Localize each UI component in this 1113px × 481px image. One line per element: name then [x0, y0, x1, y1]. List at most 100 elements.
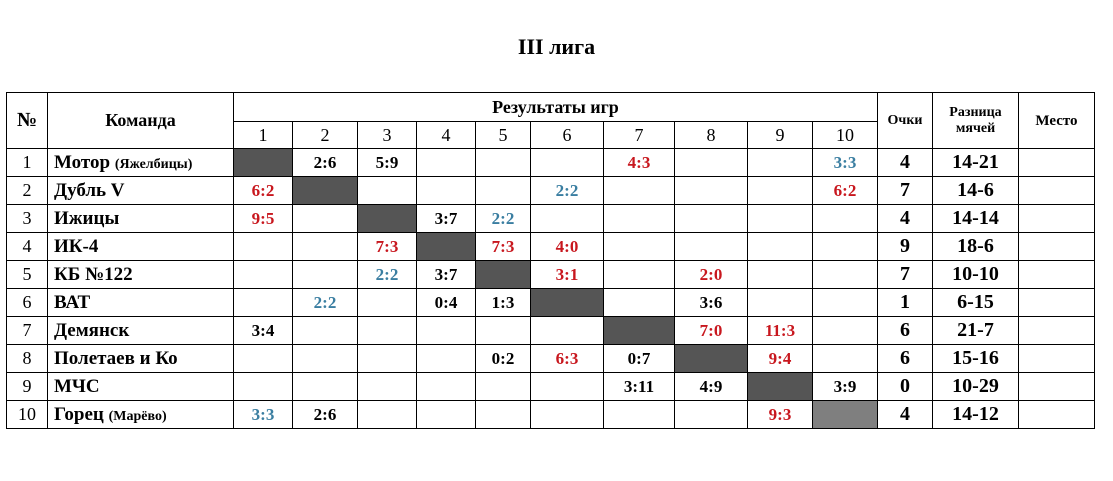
header-col-3: 3: [357, 121, 417, 149]
result-cell: [292, 204, 358, 233]
result-cell: 3:3: [812, 148, 878, 177]
table-row: 6 ВАТ 2:2 0:4 1:3 3:6 1 6-15: [6, 288, 1095, 317]
result-cell: [475, 176, 531, 205]
result-cell: [812, 232, 878, 261]
result-cell: [475, 316, 531, 345]
result-cell: 0:2: [475, 344, 531, 373]
header-col-5: 5: [475, 121, 531, 149]
result-cell: [233, 344, 293, 373]
result-cell: [475, 148, 531, 177]
result-cell: [292, 344, 358, 373]
result-cell: 2:0: [674, 260, 748, 289]
result-cell: [530, 148, 604, 177]
team-note: (Марёво): [108, 408, 167, 424]
row-number: 10: [6, 400, 48, 429]
result-cell: [603, 288, 675, 317]
result-cell: [475, 400, 531, 429]
header-col-4: 4: [416, 121, 476, 149]
table-row: 4 ИК-4 7:3 7:3 4:0 9 18-6: [6, 232, 1095, 261]
diagonal-cell: [233, 148, 293, 177]
row-number: 8: [6, 344, 48, 373]
result-cell: [747, 232, 813, 261]
place-cell: [1018, 176, 1095, 205]
points-cell: 6: [877, 316, 933, 345]
result-cell: [416, 316, 476, 345]
result-cell: [674, 176, 748, 205]
goal-diff-cell: 14-14: [932, 204, 1019, 233]
header-col-8: 8: [674, 121, 748, 149]
row-number: 1: [6, 148, 48, 177]
result-cell: [674, 148, 748, 177]
table-row: 3 Ижицы 9:5 3:7 2:2 4 14-14: [6, 204, 1095, 233]
team-cell: Демянск: [47, 316, 234, 345]
result-cell: [603, 204, 675, 233]
result-cell: [747, 204, 813, 233]
result-cell: 3:6: [674, 288, 748, 317]
place-cell: [1018, 260, 1095, 289]
result-cell: [357, 400, 417, 429]
result-cell: [812, 316, 878, 345]
result-cell: 3:3: [233, 400, 293, 429]
goal-diff-cell: 6-15: [932, 288, 1019, 317]
result-cell: [357, 316, 417, 345]
table-row: 7 Демянск 3:4 7:0 11:3 6 21-7: [6, 316, 1095, 345]
result-cell: [812, 260, 878, 289]
result-cell: [747, 176, 813, 205]
result-cell: 5:9: [357, 148, 417, 177]
result-cell: 6:3: [530, 344, 604, 373]
team-cell: ВАТ: [47, 288, 234, 317]
result-cell: 2:2: [530, 176, 604, 205]
header-diff: Разница мячей: [932, 92, 1019, 149]
result-cell: 9:3: [747, 400, 813, 429]
result-cell: 0:7: [603, 344, 675, 373]
result-cell: [357, 288, 417, 317]
points-cell: 4: [877, 204, 933, 233]
team-name: Ижицы: [54, 207, 120, 229]
result-cell: 0:4: [416, 288, 476, 317]
row-number: 2: [6, 176, 48, 205]
result-cell: 3:9: [812, 372, 878, 401]
result-cell: [530, 316, 604, 345]
diagonal-cell: [530, 288, 604, 317]
goal-diff-cell: 14-21: [932, 148, 1019, 177]
table-row: 9 МЧС 3:11 4:9 3:9 0 10-29: [6, 372, 1095, 401]
result-cell: [233, 288, 293, 317]
result-cell: [812, 288, 878, 317]
diagonal-cell: [674, 344, 748, 373]
team-cell: Мотор (Яжелбицы): [47, 148, 234, 177]
result-cell: [292, 260, 358, 289]
result-cell: [747, 288, 813, 317]
result-cell: [812, 344, 878, 373]
team-cell: Полетаев и Ко: [47, 344, 234, 373]
result-cell: [357, 372, 417, 401]
result-cell: 2:2: [475, 204, 531, 233]
points-cell: 4: [877, 148, 933, 177]
header-col-1: 1: [233, 121, 293, 149]
row-number: 7: [6, 316, 48, 345]
team-cell: Ижицы: [47, 204, 234, 233]
header-col-7: 7: [603, 121, 675, 149]
header-team: Команда: [47, 92, 234, 149]
diagonal-cell: [603, 316, 675, 345]
result-cell: [603, 400, 675, 429]
result-cell: 4:9: [674, 372, 748, 401]
row-number: 5: [6, 260, 48, 289]
row-number: 6: [6, 288, 48, 317]
team-cell: МЧС: [47, 372, 234, 401]
result-cell: 7:3: [357, 232, 417, 261]
result-cell: 3:1: [530, 260, 604, 289]
header-col-6: 6: [530, 121, 604, 149]
result-cell: 2:6: [292, 148, 358, 177]
points-cell: 1: [877, 288, 933, 317]
result-cell: [292, 232, 358, 261]
page-title: III лига: [517, 34, 596, 59]
row-number: 3: [6, 204, 48, 233]
diagonal-cell: [357, 204, 417, 233]
place-cell: [1018, 316, 1095, 345]
result-cell: [674, 232, 748, 261]
diagonal-cell: [812, 400, 878, 429]
result-cell: 4:0: [530, 232, 604, 261]
row-number: 9: [6, 372, 48, 401]
result-cell: [416, 148, 476, 177]
team-name: Демянск: [54, 319, 130, 341]
